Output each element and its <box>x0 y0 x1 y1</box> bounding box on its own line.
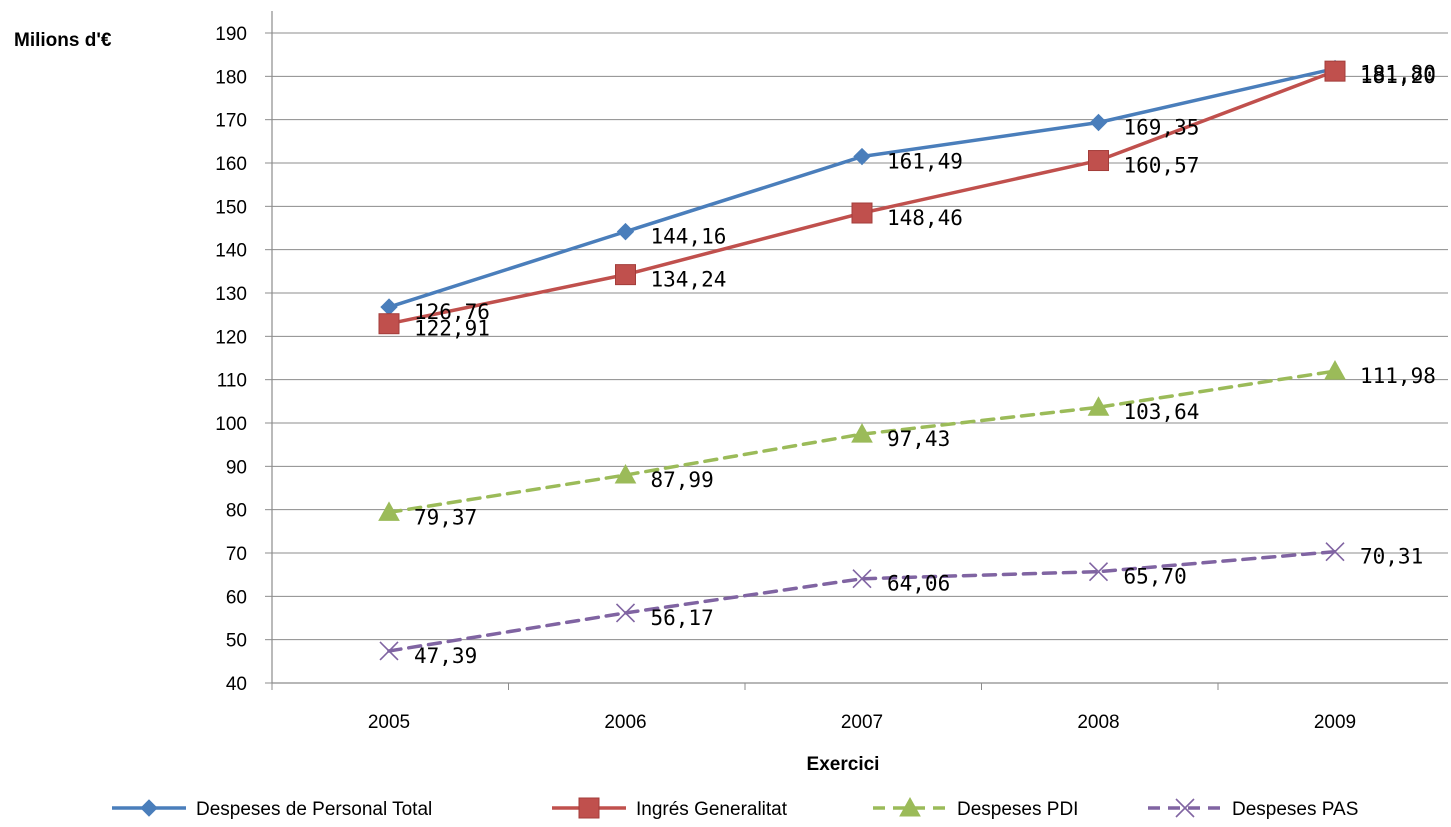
data-point-ingres-generalitat <box>1324 60 1346 82</box>
data-label-despeses-pdi: 111,98 <box>1360 364 1436 388</box>
series-layer <box>378 59 1346 661</box>
data-label-despeses-pdi: 103,64 <box>1124 400 1200 424</box>
x-tick-label: 2009 <box>1314 712 1356 733</box>
y-tick-label: 50 <box>226 631 247 652</box>
data-label-despeses-pdi: 87,99 <box>651 468 714 492</box>
y-tick-label: 150 <box>215 197 247 218</box>
data-label-ingres-generalitat: 122,91 <box>414 317 490 341</box>
legend-marker <box>578 797 600 819</box>
x-tick-label: 2007 <box>841 712 883 733</box>
series-line-ingres-generalitat <box>387 69 1337 326</box>
data-point-despeses-pas-stroke <box>1088 562 1109 582</box>
data-point-despeses-pas <box>1088 562 1109 582</box>
legend-marker-stroke <box>1175 798 1195 818</box>
x-tick-label: 2008 <box>1077 712 1119 733</box>
data-label-layer: 126,76 144,16 161,49 169,35 181,80 122,91 134,… <box>414 62 1436 668</box>
data-label-despeses-pas: 64,06 <box>887 572 950 596</box>
x-tick-label: 2006 <box>604 712 646 733</box>
data-point-despeses-pas <box>852 569 872 589</box>
data-label-ingres-generalitat: 148,46 <box>887 206 963 230</box>
legend-item-despeses-pdi: Despeses PDI <box>873 796 1078 820</box>
y-tick-label: 120 <box>215 327 247 348</box>
data-label-despeses-de-personal-total: 169,35 <box>1124 115 1200 139</box>
legend-marker <box>140 799 158 817</box>
y-tick-label: 60 <box>226 587 247 608</box>
data-point-despeses-pas-stroke <box>615 603 636 623</box>
legend-label: Despeses PAS <box>1232 799 1358 820</box>
data-point-despeses-de-personal-total <box>616 222 635 241</box>
legend-item-ingres-generalitat: Ingrés Generalitat <box>552 797 788 820</box>
data-point-despeses-de-personal-total <box>380 298 398 316</box>
legend-label: Ingrés Generalitat <box>636 799 788 820</box>
y-tick-label: 170 <box>215 111 247 132</box>
y-tick-label: 140 <box>215 241 247 262</box>
y-tick-label: 70 <box>226 544 247 565</box>
series-line-despeses-de-personal-total <box>387 66 1337 309</box>
data-label-despeses-de-personal-total: 144,16 <box>651 225 727 249</box>
data-point-despeses-de-personal-total <box>1089 113 1108 132</box>
data-point-ingres-generalitat <box>851 202 873 224</box>
data-label-despeses-pas: 65,70 <box>1124 565 1187 589</box>
series-line-despeses-pas <box>387 549 1337 653</box>
data-point-despeses-pas-stroke <box>852 569 872 589</box>
data-point-despeses-pdi <box>614 464 637 484</box>
y-axis-title: Milions d'€ <box>14 30 112 51</box>
y-tick-label: 90 <box>226 457 247 478</box>
data-label-despeses-de-personal-total: 161,49 <box>887 150 963 174</box>
data-point-ingres-generalitat <box>378 313 400 335</box>
legend-marker <box>899 796 921 817</box>
data-point-despeses-pdi <box>1324 360 1346 380</box>
data-point-despeses-pdi <box>1087 396 1110 416</box>
y-tick-label: 40 <box>226 674 247 695</box>
x-tick-label: 2005 <box>368 712 410 733</box>
data-label-despeses-pdi: 97,43 <box>887 427 950 451</box>
data-point-ingres-generalitat <box>1088 150 1109 172</box>
y-tick-label: 160 <box>215 154 247 175</box>
data-point-ingres-generalitat <box>615 264 636 286</box>
data-point-despeses-pdi <box>378 501 400 521</box>
legend-marker <box>1175 798 1195 818</box>
data-label-despeses-pas: 47,39 <box>414 644 477 668</box>
data-point-despeses-pas <box>615 603 636 623</box>
data-point-despeses-pas-stroke <box>379 641 399 661</box>
legend-item-despeses-pas: Despeses PAS <box>1148 798 1358 820</box>
y-tick-label: 190 <box>215 24 247 45</box>
y-tick-label: 80 <box>226 501 247 522</box>
data-point-despeses-de-personal-total <box>853 147 871 166</box>
data-label-despeses-pas: 70,31 <box>1360 545 1423 569</box>
legend-label: Despeses de Personal Total <box>196 799 432 820</box>
data-label-ingres-generalitat: 134,24 <box>651 268 727 292</box>
y-tick-label: 100 <box>215 414 247 435</box>
data-point-despeses-pas <box>1325 542 1345 562</box>
y-tick-label: 130 <box>215 284 247 305</box>
data-label-despeses-pdi: 79,37 <box>414 505 477 529</box>
legend-item-despeses-de-personal-total: Despeses de Personal Total <box>112 799 432 820</box>
y-tick-label: 180 <box>215 67 247 88</box>
data-point-despeses-pas-stroke <box>1325 542 1345 562</box>
legend-label: Despeses PDI <box>957 799 1078 820</box>
x-axis-title: Exercici <box>807 754 880 775</box>
data-label-ingres-generalitat: 160,57 <box>1124 154 1200 178</box>
legend: Despeses de Personal Total Ingrés General… <box>112 796 1358 820</box>
data-point-despeses-pdi <box>851 423 873 443</box>
data-label-despeses-de-personal-total: 126,76 <box>414 300 490 324</box>
grid-layer <box>272 32 1448 684</box>
data-label-ingres-generalitat: 181,20 <box>1360 64 1436 88</box>
y-tick-label: 110 <box>217 371 247 392</box>
data-point-despeses-pas <box>379 641 399 661</box>
data-label-despeses-de-personal-total: 181,80 <box>1360 62 1436 86</box>
axis-layer: 40 50 60 70 80 90 100 110 120 130 140 150 160 170 180 1… <box>215 11 1448 733</box>
data-label-despeses-pas: 56,17 <box>651 606 714 630</box>
